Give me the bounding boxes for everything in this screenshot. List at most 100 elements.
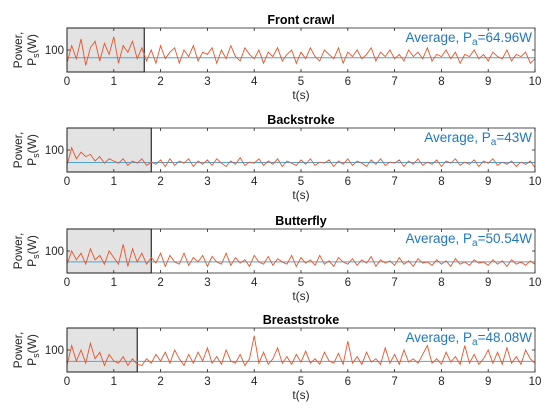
x-tick-label: 3 — [204, 277, 210, 289]
y-label-unit: (W) — [25, 235, 39, 254]
annotation-label: Average, P — [405, 330, 472, 345]
x-tick-label: 8 — [438, 277, 444, 289]
subplot-title: Butterfly — [275, 214, 326, 228]
y-label-text: Power, — [11, 32, 25, 69]
y-label-text: Power, — [11, 132, 25, 169]
x-tick-label: 2 — [157, 76, 163, 88]
subplot-1: 0 1 2 3 4 5 6 7 8 9 10 100 Front crawl t(s) Power,Ps(W… — [11, 13, 541, 102]
subplot-3: 0 1 2 3 4 5 6 7 8 9 10 100 Butterfly t(s) Power,Ps(W) A… — [11, 214, 541, 303]
y-label-unit: (W) — [25, 134, 39, 153]
y-label-subscript: s — [31, 254, 41, 259]
annotation-value: =50.54W — [478, 231, 533, 246]
y-label-subscript: s — [31, 53, 41, 58]
x-tick-label: 4 — [251, 277, 258, 289]
average-annotation: Average, Pa=50.54W — [405, 231, 532, 249]
x-tick-label: 8 — [438, 176, 444, 188]
annotation-subscript: a — [472, 238, 478, 249]
subplot-2: 0 1 2 3 4 5 6 7 8 9 10 100 Backstroke t(s) Power,Ps(W)… — [11, 113, 541, 202]
y-axis-label: Power,Ps(W) — [11, 132, 41, 169]
x-tick-label: 3 — [204, 176, 210, 188]
y-label-symbol: P — [25, 358, 39, 366]
y-label-text: Power, — [11, 332, 25, 369]
y-label-subscript: s — [31, 153, 41, 158]
annotation-subscript: a — [491, 137, 497, 148]
x-tick-label: 0 — [64, 277, 70, 289]
x-tick-label: 1 — [111, 277, 117, 289]
x-tick-label: 9 — [485, 277, 491, 289]
series-line — [67, 36, 535, 66]
x-tick-label: 0 — [64, 376, 70, 388]
x-tick-label: 4 — [251, 76, 258, 88]
y-tick-label: 100 — [45, 45, 64, 57]
x-tick-label: 7 — [391, 176, 397, 188]
annotation-label: Average, P — [405, 231, 472, 246]
x-tick-label: 6 — [345, 76, 351, 88]
x-tick-label: 7 — [391, 376, 397, 388]
annotation-value: =48.08W — [478, 330, 533, 345]
x-tick-label: 8 — [438, 76, 444, 88]
x-tick-label: 2 — [157, 277, 163, 289]
x-tick-label: 5 — [298, 76, 304, 88]
x-tick-label: 10 — [529, 176, 542, 188]
x-tick-label: 8 — [438, 376, 444, 388]
y-label-text: Power, — [11, 233, 25, 270]
x-tick-label: 10 — [529, 76, 542, 88]
average-annotation: Average, Pa=43W — [424, 130, 532, 148]
y-label-symbol: P — [25, 158, 39, 166]
y-axis-label: Power,Ps(W) — [11, 332, 41, 369]
x-tick-label: 1 — [111, 76, 117, 88]
x-tick-label: 4 — [251, 176, 258, 188]
x-tick-label: 9 — [485, 376, 491, 388]
x-axis-label: t(s) — [292, 289, 309, 303]
x-tick-label: 0 — [64, 176, 70, 188]
series-line — [67, 146, 535, 168]
x-axis-label: t(s) — [292, 188, 309, 202]
highlight-region — [66, 27, 145, 73]
y-tick-label: 100 — [45, 345, 64, 357]
x-tick-label: 7 — [391, 277, 397, 289]
y-label-symbol: P — [25, 58, 39, 66]
x-tick-label: 5 — [298, 277, 304, 289]
x-tick-label: 5 — [298, 376, 304, 388]
x-tick-label: 2 — [157, 376, 163, 388]
x-tick-label: 10 — [529, 376, 542, 388]
x-tick-label: 3 — [204, 76, 210, 88]
series-line — [67, 335, 535, 367]
y-axis-label: Power,Ps(W) — [11, 233, 41, 270]
y-label-symbol: P — [25, 259, 39, 267]
annotation-value: =64.96W — [478, 30, 533, 45]
x-tick-label: 6 — [345, 376, 351, 388]
x-tick-label: 9 — [485, 76, 491, 88]
x-tick-label: 5 — [298, 176, 304, 188]
series-line — [67, 244, 535, 268]
x-tick-label: 0 — [64, 76, 70, 88]
highlight-region — [66, 327, 138, 373]
x-tick-label: 7 — [391, 76, 397, 88]
x-tick-label: 9 — [485, 176, 491, 188]
subplot-title: Front crawl — [267, 13, 334, 27]
x-axis-label: t(s) — [292, 388, 309, 402]
annotation-subscript: a — [472, 37, 478, 48]
annotation-value: =43W — [496, 130, 532, 145]
x-tick-label: 3 — [204, 376, 210, 388]
highlight-region — [66, 127, 152, 173]
y-label-unit: (W) — [25, 34, 39, 53]
y-axis-label: Power,Ps(W) — [11, 32, 41, 69]
subplot-4: 0 1 2 3 4 5 6 7 8 9 10 100 Breaststroke t(s) Power,Ps(… — [11, 313, 541, 402]
x-tick-label: 2 — [157, 176, 163, 188]
annotation-label: Average, P — [424, 130, 491, 145]
x-axis-label: t(s) — [292, 88, 309, 102]
x-tick-label: 10 — [529, 277, 542, 289]
x-tick-label: 1 — [111, 176, 117, 188]
y-label-subscript: s — [31, 353, 41, 358]
subplot-title: Breaststroke — [263, 313, 339, 327]
average-annotation: Average, Pa=64.96W — [405, 30, 532, 48]
x-tick-label: 6 — [345, 176, 351, 188]
average-annotation: Average, Pa=48.08W — [405, 330, 532, 348]
y-tick-label: 100 — [45, 145, 64, 157]
x-tick-label: 6 — [345, 277, 351, 289]
x-tick-label: 1 — [111, 376, 117, 388]
x-tick-label: 4 — [251, 376, 258, 388]
